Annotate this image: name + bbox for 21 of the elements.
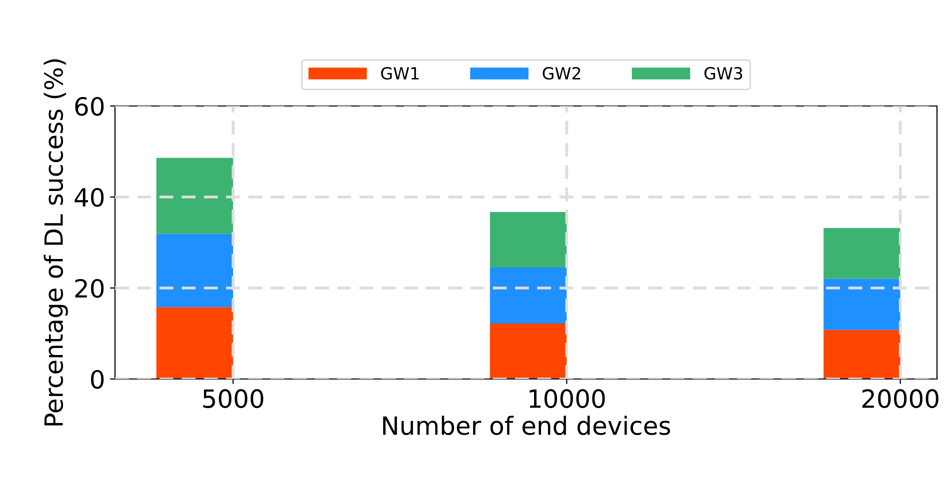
bar bbox=[490, 212, 567, 268]
bar bbox=[490, 323, 567, 379]
bar bbox=[156, 234, 234, 308]
x-tick-label: 20000 bbox=[862, 389, 938, 408]
x-tick-label: 5000 bbox=[203, 389, 264, 408]
y-tick-label: 0 bbox=[91, 370, 104, 389]
bar bbox=[156, 307, 234, 379]
legend-label: GW3 bbox=[704, 66, 742, 80]
y-tick-label: 40 bbox=[74, 188, 104, 207]
bar bbox=[824, 228, 900, 279]
bar bbox=[490, 268, 567, 324]
legend-label: GW1 bbox=[381, 66, 419, 80]
y-tick-label: 60 bbox=[75, 96, 104, 116]
x-tick-label: 10000 bbox=[530, 389, 605, 408]
bar bbox=[824, 330, 900, 379]
x-axis-title: Number of end devices bbox=[383, 416, 670, 436]
y-tick-label: 20 bbox=[75, 278, 104, 298]
legend-label: GW2 bbox=[542, 66, 580, 80]
bar bbox=[156, 158, 234, 234]
bar bbox=[824, 278, 900, 330]
y-axis-title: Percentage of DL success (%) bbox=[44, 59, 68, 426]
